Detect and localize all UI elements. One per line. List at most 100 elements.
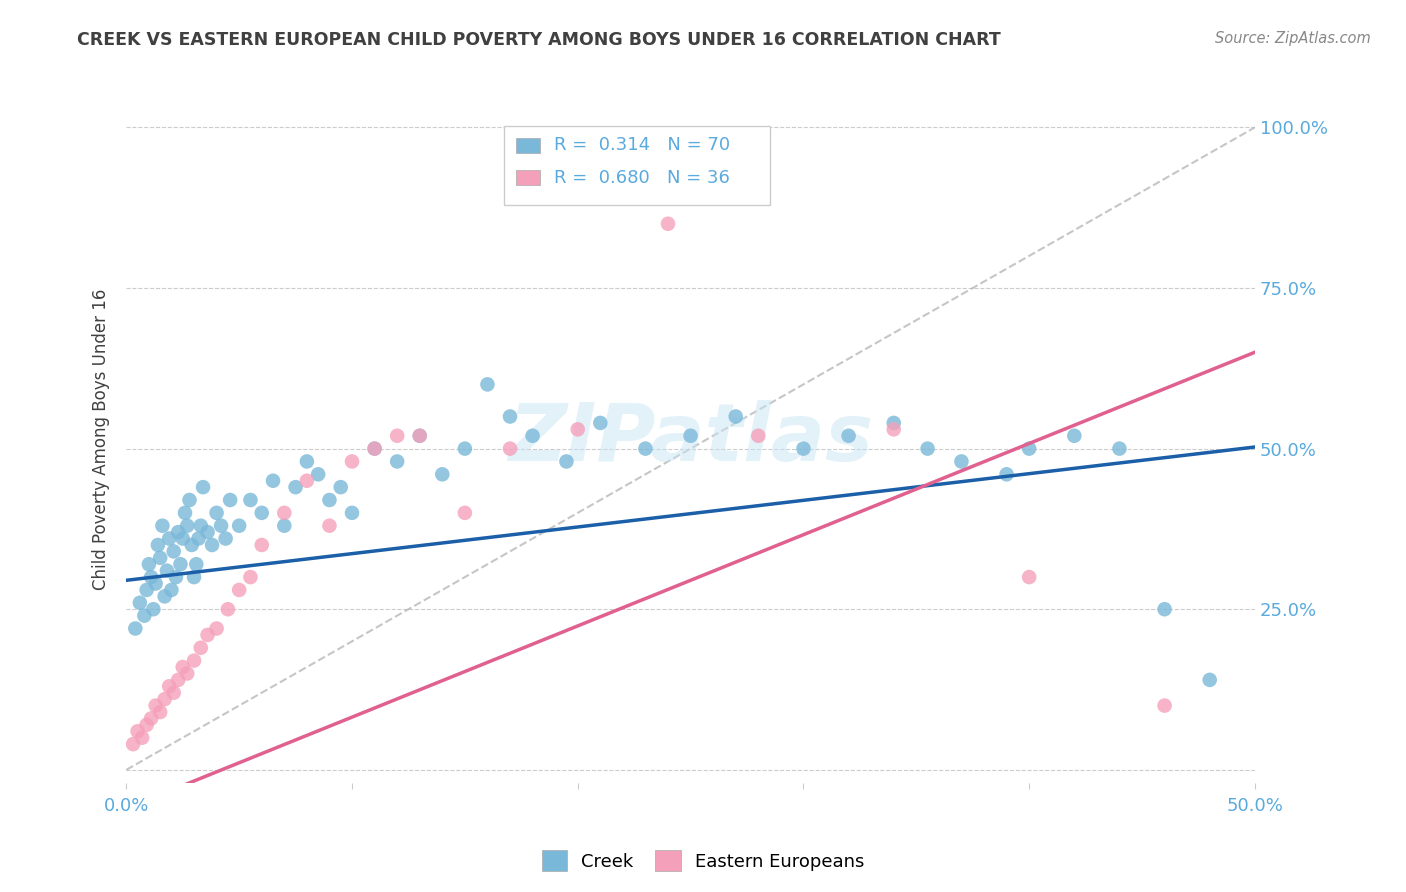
Point [160, 582, 183, 597]
Point [250, 538, 273, 552]
Point [295, 474, 318, 488]
Point [190, 518, 212, 533]
Point [149, 550, 172, 565]
Point [589, 416, 612, 430]
Point [197, 525, 219, 540]
Point [499, 409, 522, 424]
Point [499, 442, 522, 456]
Point [167, 525, 190, 540]
Point [250, 506, 273, 520]
Point [135, 582, 157, 597]
Point [477, 377, 499, 392]
Point [191, 480, 214, 494]
Point [555, 454, 578, 468]
Point [950, 454, 973, 468]
Point [205, 506, 228, 520]
Point [363, 442, 385, 456]
Point [209, 518, 232, 533]
Point [190, 640, 212, 655]
Point [1063, 429, 1085, 443]
Point [340, 506, 363, 520]
Point [273, 518, 295, 533]
Point [318, 493, 340, 508]
Point [385, 454, 408, 468]
Point [273, 506, 295, 520]
Point [239, 570, 262, 584]
Point [131, 731, 153, 745]
Point [995, 467, 1018, 482]
Point [409, 429, 432, 443]
Point [139, 570, 162, 584]
Point [205, 622, 228, 636]
Point [363, 442, 385, 456]
Point [917, 442, 939, 456]
Point [883, 422, 905, 436]
Point [838, 429, 860, 443]
Point [409, 429, 432, 443]
Point [228, 518, 250, 533]
Point [176, 518, 198, 533]
Point [142, 602, 165, 616]
Point [295, 454, 318, 468]
Text: R =  0.680   N = 36: R = 0.680 N = 36 [554, 169, 730, 186]
FancyBboxPatch shape [516, 138, 540, 153]
Point [127, 724, 149, 739]
Point [634, 442, 657, 456]
Point [432, 467, 454, 482]
Point [186, 558, 208, 572]
Point [1153, 698, 1175, 713]
Point [307, 467, 329, 482]
Point [1018, 570, 1040, 584]
Text: R =  0.314   N = 70: R = 0.314 N = 70 [554, 136, 730, 154]
Point [145, 698, 167, 713]
Point [219, 493, 242, 508]
Point [747, 429, 769, 443]
Point [157, 679, 180, 693]
Point [163, 544, 186, 558]
Point [146, 538, 169, 552]
Point [724, 409, 747, 424]
Point [179, 493, 201, 508]
Point [180, 538, 202, 552]
Point [197, 628, 219, 642]
Point [169, 558, 191, 572]
Point [176, 666, 198, 681]
Text: Source: ZipAtlas.com: Source: ZipAtlas.com [1215, 31, 1371, 46]
Point [172, 660, 194, 674]
Point [318, 518, 340, 533]
Point [167, 673, 190, 687]
Point [156, 564, 179, 578]
Point [135, 718, 157, 732]
Point [1018, 442, 1040, 456]
Point [183, 654, 205, 668]
Point [165, 570, 187, 584]
Point [385, 429, 408, 443]
Point [153, 590, 176, 604]
FancyBboxPatch shape [516, 170, 540, 186]
Point [214, 532, 236, 546]
Point [174, 506, 197, 520]
Point [183, 570, 205, 584]
Point [163, 686, 186, 700]
Point [187, 532, 209, 546]
Point [124, 622, 146, 636]
FancyBboxPatch shape [505, 126, 769, 205]
Point [284, 480, 307, 494]
Point [1198, 673, 1220, 687]
Point [792, 442, 814, 456]
Point [157, 532, 180, 546]
Point [262, 474, 284, 488]
Point [145, 576, 167, 591]
Point [134, 608, 156, 623]
Point [679, 429, 702, 443]
Point [153, 692, 176, 706]
Point [239, 493, 262, 508]
Point [340, 454, 363, 468]
Point [128, 596, 150, 610]
Point [1153, 602, 1175, 616]
Point [522, 429, 544, 443]
Y-axis label: Child Poverty Among Boys Under 16: Child Poverty Among Boys Under 16 [93, 288, 110, 590]
Point [883, 416, 905, 430]
Point [1108, 442, 1130, 456]
Point [122, 737, 145, 751]
